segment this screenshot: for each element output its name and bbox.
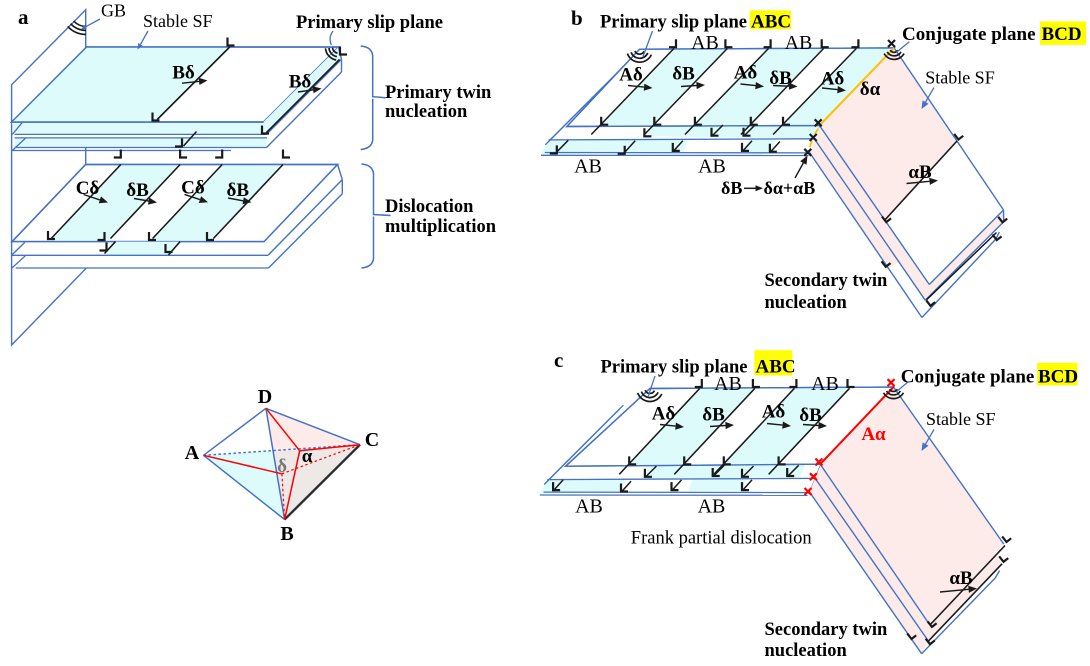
svg-text:δB: δB bbox=[672, 64, 695, 85]
svg-text:multiplication: multiplication bbox=[385, 217, 497, 237]
svg-text:AB: AB bbox=[698, 156, 726, 178]
svg-text:b: b bbox=[571, 6, 583, 30]
svg-text:δα: δα bbox=[860, 79, 881, 100]
svg-text:Primary twin: Primary twin bbox=[385, 83, 492, 103]
svg-text:Cδ: Cδ bbox=[76, 178, 100, 199]
svg-text:A: A bbox=[185, 442, 200, 464]
svg-text:AB: AB bbox=[785, 32, 813, 54]
svg-text:BCD: BCD bbox=[1042, 24, 1082, 45]
svg-text:Conjugate plane: Conjugate plane bbox=[902, 24, 1036, 45]
svg-text:Conjugate plane: Conjugate plane bbox=[901, 367, 1035, 388]
svg-text:δB: δB bbox=[227, 180, 250, 201]
svg-text:ABC: ABC bbox=[751, 12, 791, 33]
svg-text:δB: δB bbox=[721, 178, 742, 198]
svg-text:Aδ: Aδ bbox=[619, 65, 643, 86]
svg-text:δB: δB bbox=[702, 405, 725, 426]
svg-text:δ: δ bbox=[277, 456, 287, 477]
svg-text:Dislocation: Dislocation bbox=[385, 197, 474, 217]
svg-text:ABC: ABC bbox=[756, 357, 796, 378]
svg-text:AB: AB bbox=[691, 32, 719, 54]
svg-text:αB: αB bbox=[908, 162, 932, 183]
svg-text:AB: AB bbox=[811, 373, 839, 395]
svg-text:Aδ: Aδ bbox=[821, 69, 845, 90]
svg-text:Bδ: Bδ bbox=[172, 63, 195, 84]
svg-text:nucleation: nucleation bbox=[385, 102, 468, 122]
svg-text:AB: AB bbox=[714, 373, 742, 395]
svg-text:Cδ: Cδ bbox=[181, 178, 205, 199]
svg-text:C: C bbox=[365, 429, 379, 451]
svg-text:AB: AB bbox=[575, 496, 603, 518]
svg-text:nucleation: nucleation bbox=[765, 293, 848, 313]
svg-text:B: B bbox=[280, 523, 293, 545]
svg-text:Secondary twin: Secondary twin bbox=[765, 271, 889, 291]
svg-text:Bδ: Bδ bbox=[289, 72, 312, 93]
svg-text:Stable SF: Stable SF bbox=[926, 409, 996, 429]
svg-text:Secondary twin: Secondary twin bbox=[765, 620, 889, 640]
svg-text:δα+αB: δα+αB bbox=[764, 178, 816, 198]
svg-text:BCD: BCD bbox=[1038, 367, 1078, 388]
svg-text:c: c bbox=[554, 348, 563, 372]
svg-text:δB: δB bbox=[799, 405, 822, 426]
svg-text:Frank partial dislocation: Frank partial dislocation bbox=[631, 529, 812, 549]
svg-text:Primary slip plane: Primary slip plane bbox=[296, 13, 443, 33]
svg-text:GB: GB bbox=[101, 1, 126, 21]
svg-text:AB: AB bbox=[574, 156, 602, 178]
svg-text:Aδ: Aδ bbox=[734, 63, 758, 84]
svg-text:Stable SF: Stable SF bbox=[925, 68, 995, 88]
svg-text:δB: δB bbox=[769, 68, 792, 89]
svg-text:Primary slip plane: Primary slip plane bbox=[600, 13, 747, 33]
svg-text:Aα: Aα bbox=[861, 424, 886, 445]
svg-text:Aδ: Aδ bbox=[762, 402, 786, 423]
svg-text:Aδ: Aδ bbox=[652, 404, 676, 425]
svg-text:D: D bbox=[258, 386, 272, 408]
svg-text:αB: αB bbox=[949, 568, 973, 589]
svg-text:a: a bbox=[18, 5, 29, 29]
svg-text:Stable SF: Stable SF bbox=[143, 11, 213, 31]
svg-text:α: α bbox=[302, 446, 313, 467]
svg-text:δB: δB bbox=[126, 180, 149, 201]
svg-text:AB: AB bbox=[698, 496, 726, 518]
svg-text:nucleation: nucleation bbox=[765, 641, 848, 661]
svg-text:Primary slip plane: Primary slip plane bbox=[601, 358, 748, 378]
